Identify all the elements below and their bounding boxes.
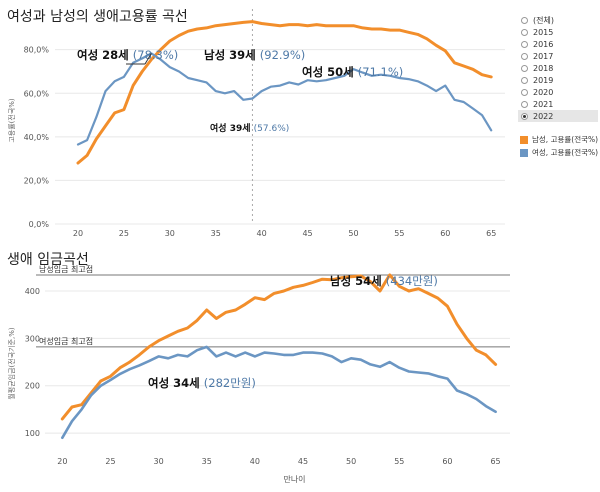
- year-option-2020[interactable]: 2020: [518, 86, 598, 98]
- year-option-2017[interactable]: 2017: [518, 50, 598, 62]
- y-axis-title: 월평균임금(전국기준,%): [7, 327, 16, 400]
- annotation-value: (78.3%): [133, 48, 179, 62]
- legend-label: 남성, 고용률(전국%): [532, 135, 599, 144]
- y-tick-label: 400: [25, 287, 40, 296]
- wage-curve-chart: 100 200 300 400 20 25 30 35 40 45 50 55 60 65 만나이 월평균임금…: [7, 264, 510, 484]
- y-tick-label: 0,0%: [29, 220, 50, 229]
- year-option-label: 2016: [533, 39, 554, 49]
- y-tick-label: 60,0%: [24, 89, 50, 98]
- x-tick-label: 65: [486, 229, 496, 238]
- y-tick-label: 20,0%: [24, 176, 50, 185]
- annotation-bold: 남성 39세: [204, 48, 260, 62]
- x-tick-label: 65: [490, 457, 500, 466]
- year-option-2015[interactable]: 2015: [518, 26, 598, 38]
- annotation-label: 여성 50세 (71.1%): [302, 65, 403, 79]
- annotation-label: 남성 54세 (434만원): [330, 274, 438, 288]
- year-option-2016[interactable]: 2016: [518, 38, 598, 50]
- x-tick-label: 20: [57, 457, 67, 466]
- y-tick-label: 200: [25, 382, 40, 391]
- radio-icon[interactable]: [521, 16, 528, 24]
- year-option-2018[interactable]: 2018: [518, 62, 598, 74]
- year-option-label: 2017: [533, 51, 554, 61]
- year-option-label: (전체): [533, 15, 554, 25]
- x-tick-label: 50: [348, 229, 358, 238]
- year-option-label: 2021: [533, 99, 554, 109]
- year-option-label: 2020: [533, 87, 554, 97]
- annotation-label: 여성 28세 (78.3%): [77, 48, 178, 62]
- annotation-value: (282만원): [204, 376, 256, 390]
- annotation-label: 여성 39세 (57.6%): [210, 122, 289, 134]
- year-option-label: 2019: [533, 75, 554, 85]
- x-tick-label: 45: [302, 229, 312, 238]
- year-option-label: 2022: [533, 111, 554, 121]
- y-tick-label: 300: [25, 334, 40, 343]
- x-tick-label: 60: [440, 229, 450, 238]
- x-tick-label: 30: [154, 457, 164, 466]
- wage-chart-title: 생애 임금곡선: [7, 252, 89, 268]
- radio-icon[interactable]: [521, 28, 528, 36]
- radio-icon[interactable]: [521, 64, 528, 72]
- year-filter: (전체) 2015 2016 2017 2018 2019 2020 2021 2022: [518, 14, 598, 122]
- y-tick-label: 100: [25, 429, 40, 438]
- x-tick-label: 50: [346, 457, 356, 466]
- x-tick-label: 55: [394, 457, 404, 466]
- annotation-value: (71.1%): [358, 65, 404, 79]
- year-option-2021[interactable]: 2021: [518, 98, 598, 110]
- x-tick-label: 35: [211, 229, 221, 238]
- annotation-bold: 여성 39세: [210, 122, 254, 134]
- annotation-bold: 남성 54세: [330, 274, 386, 288]
- annotation-label: 여성 34세 (282만원): [148, 376, 256, 390]
- annotation-leader: [144, 53, 152, 65]
- radio-icon[interactable]: [521, 88, 528, 96]
- x-tick-label: 25: [105, 457, 115, 466]
- x-tick-label: 40: [250, 457, 260, 466]
- series-line-female: [76, 52, 493, 146]
- x-tick-label: 25: [119, 229, 129, 238]
- radio-icon[interactable]: [521, 52, 528, 60]
- year-option-2019[interactable]: 2019: [518, 74, 598, 86]
- x-tick-label: 30: [165, 229, 175, 238]
- series-line-female: [60, 345, 497, 440]
- year-option-label: 2015: [533, 27, 554, 37]
- y-tick-label: 80,0%: [24, 46, 50, 55]
- annotation-bold: 여성 34세: [148, 376, 204, 390]
- reference-line-label: 남성임금 최고점: [39, 264, 93, 274]
- annotation-value: (434만원): [386, 274, 438, 288]
- legend-label: 여성, 고용률(전국%): [532, 148, 599, 157]
- x-tick-label: 35: [202, 457, 212, 466]
- x-tick-label: 60: [442, 457, 452, 466]
- annotation-label: 남성 39세 (92.9%): [204, 48, 305, 62]
- annotation-bold: 여성 50세: [302, 65, 358, 79]
- annotation-value: (57.6%): [254, 124, 290, 134]
- legend-item[interactable]: 남성, 고용률(전국%): [518, 133, 600, 146]
- x-tick-label: 40: [257, 229, 267, 238]
- year-option-2022[interactable]: 2022: [518, 110, 598, 122]
- legend-swatch: [520, 135, 528, 144]
- year-option-label: 2018: [533, 63, 554, 73]
- x-tick-label: 20: [73, 229, 83, 238]
- year-option-all[interactable]: (전체): [518, 14, 598, 26]
- reference-line-label: 여성임금 최고점: [39, 336, 93, 346]
- x-axis-title: 만나이: [283, 474, 305, 484]
- x-tick-label: 45: [298, 457, 308, 466]
- radio-icon[interactable]: [521, 40, 528, 48]
- radio-icon[interactable]: [521, 100, 528, 108]
- employment-chart-title: 여성과 남성의 생애고용률 곡선: [7, 9, 188, 25]
- annotation-bold: 여성 28세: [77, 48, 133, 62]
- color-legend: 남성, 고용률(전국%) 여성, 고용률(전국%): [518, 133, 600, 159]
- y-tick-label: 40,0%: [24, 133, 50, 142]
- x-tick-label: 55: [394, 229, 404, 238]
- series-line-male: [76, 20, 493, 165]
- y-axis-title: 고용률(전국%): [7, 98, 16, 143]
- series-line-male: [60, 273, 498, 421]
- legend-item[interactable]: 여성, 고용률(전국%): [518, 146, 600, 159]
- employment-rate-chart: 0,0% 20,0% 40,0% 60,0% 80,0% 20 25 30 35 40 45 50 55…: [7, 9, 505, 238]
- radio-icon[interactable]: [521, 76, 528, 84]
- legend-swatch: [520, 148, 528, 157]
- radio-icon[interactable]: [521, 112, 528, 120]
- annotation-value: (92.9%): [260, 48, 306, 62]
